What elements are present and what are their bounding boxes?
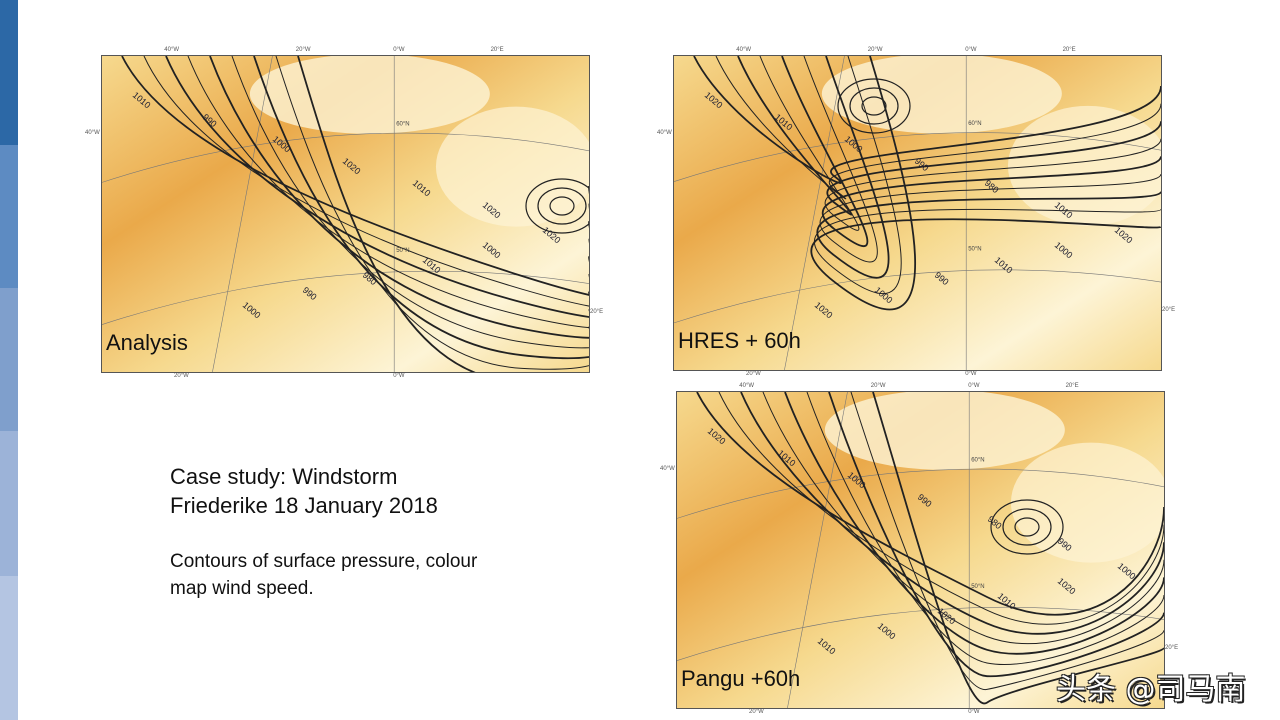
isobar bbox=[187, 56, 589, 329]
longitude-tick: 20°W bbox=[749, 709, 764, 715]
case-study-title: Case study: Windstorm Friederike 18 Janu… bbox=[170, 462, 438, 520]
longitude-tick: 40°W bbox=[85, 130, 100, 136]
longitude-tick: 20°E bbox=[1162, 307, 1176, 313]
isobar bbox=[828, 392, 1164, 678]
map-hres-60h: 1020 1010 1000 990 980 1010 1020 1000 990 1010 100… bbox=[673, 55, 1162, 371]
isobar bbox=[806, 392, 1164, 665]
map-analysis: 1010 990 1000 1020 1010 1020 1000 990 980 1010 100… bbox=[101, 55, 590, 373]
isobar bbox=[253, 56, 589, 360]
title-line: Case study: Windstorm bbox=[170, 464, 398, 489]
watermark: 头条 @司马南 bbox=[1056, 672, 1246, 707]
latitude-label: 50°N bbox=[968, 247, 981, 253]
isobar bbox=[209, 56, 589, 339]
low-pressure-isobar bbox=[990, 499, 1064, 555]
isobar bbox=[297, 56, 589, 372]
longitude-tick: 40°W bbox=[164, 47, 180, 53]
longitude-tick: 20°E bbox=[1165, 645, 1179, 651]
sidebar-block bbox=[0, 145, 18, 288]
isobar bbox=[810, 56, 1161, 311]
low-pressure-isobar bbox=[837, 78, 911, 134]
latitude-label: 60°N bbox=[971, 458, 984, 464]
isobar bbox=[718, 392, 1164, 625]
latitude-label: 50°N bbox=[971, 584, 984, 590]
isobar bbox=[693, 56, 1161, 184]
low-pressure-isobar bbox=[525, 178, 589, 234]
longitude-tick: 0°W bbox=[968, 709, 980, 715]
longitude-tick: 20°E bbox=[1065, 383, 1079, 389]
map-panel-label: Analysis bbox=[106, 330, 188, 355]
sidebar-block bbox=[0, 0, 18, 145]
isobar bbox=[803, 56, 1161, 263]
longitude-tick: 0°W bbox=[965, 47, 977, 53]
longitude-tick: 0°W bbox=[968, 383, 980, 389]
longitude-tick: 40°W bbox=[736, 47, 752, 53]
longitude-tick: 20°W bbox=[746, 371, 761, 377]
low-pressure-isobar bbox=[861, 96, 887, 116]
isobar bbox=[762, 392, 1164, 645]
longitude-tick: 0°W bbox=[965, 371, 977, 377]
description-line: map wind speed. bbox=[170, 578, 314, 599]
isobar bbox=[850, 392, 1164, 690]
sidebar-block bbox=[0, 576, 18, 720]
longitude-tick: 40°W bbox=[657, 130, 672, 136]
map-panel-label: HRES + 60h bbox=[678, 328, 801, 353]
isobar bbox=[781, 56, 1161, 247]
low-pressure-isobar bbox=[537, 187, 587, 225]
latitude-label: 60°N bbox=[396, 122, 409, 128]
low-pressure-isobar bbox=[1014, 517, 1040, 537]
map-panel-label: Pangu +60h bbox=[681, 666, 801, 691]
low-pressure-isobar bbox=[549, 196, 575, 216]
pressure-wind-map: 1020101010009909809901010100010201010102… bbox=[677, 392, 1164, 708]
isobar bbox=[231, 56, 589, 349]
longitude-tick: 0°W bbox=[393, 373, 405, 379]
sidebar-block bbox=[0, 431, 18, 576]
isobar bbox=[813, 56, 1161, 295]
latitude-label: 60°N bbox=[968, 121, 981, 127]
description-line: Contours of surface pressure, colour bbox=[170, 551, 478, 572]
low-pressure-isobar bbox=[1002, 508, 1052, 546]
isobar bbox=[696, 392, 1164, 616]
longitude-tick: 20°W bbox=[174, 373, 189, 379]
isobar bbox=[784, 392, 1164, 655]
longitude-tick: 0°W bbox=[393, 47, 405, 53]
pressure-wind-map: 1020101010009909801010102010009901010100… bbox=[674, 56, 1161, 370]
sidebar-block bbox=[0, 288, 18, 431]
longitude-tick: 40°W bbox=[660, 466, 675, 472]
longitude-tick: 20°W bbox=[870, 383, 886, 389]
isobar bbox=[740, 392, 1164, 635]
isobar bbox=[275, 56, 589, 370]
longitude-tick: 20°E bbox=[590, 309, 604, 315]
case-study-description: Contours of surface pressure, colour map… bbox=[170, 548, 477, 602]
isobar bbox=[143, 56, 589, 307]
longitude-tick: 20°E bbox=[490, 47, 504, 53]
isobar bbox=[165, 56, 589, 318]
longitude-tick: 20°W bbox=[867, 47, 883, 53]
isobar bbox=[121, 56, 589, 296]
low-pressure-isobar bbox=[849, 87, 899, 125]
isobar bbox=[816, 56, 1161, 279]
latitude-label: 50°N bbox=[396, 248, 409, 254]
isobar bbox=[872, 392, 1164, 705]
longitude-tick: 20°E bbox=[1062, 47, 1076, 53]
longitude-tick: 40°W bbox=[739, 383, 755, 389]
pressure-wind-map: 1010990100010201010102010009909801010100… bbox=[102, 56, 589, 372]
longitude-tick: 20°W bbox=[295, 47, 311, 53]
title-line: Friederike 18 January 2018 bbox=[170, 493, 438, 518]
map-pangu-60h: 1020 1010 1000 990 980 990 1010 1000 1020 1010 102… bbox=[676, 391, 1165, 709]
